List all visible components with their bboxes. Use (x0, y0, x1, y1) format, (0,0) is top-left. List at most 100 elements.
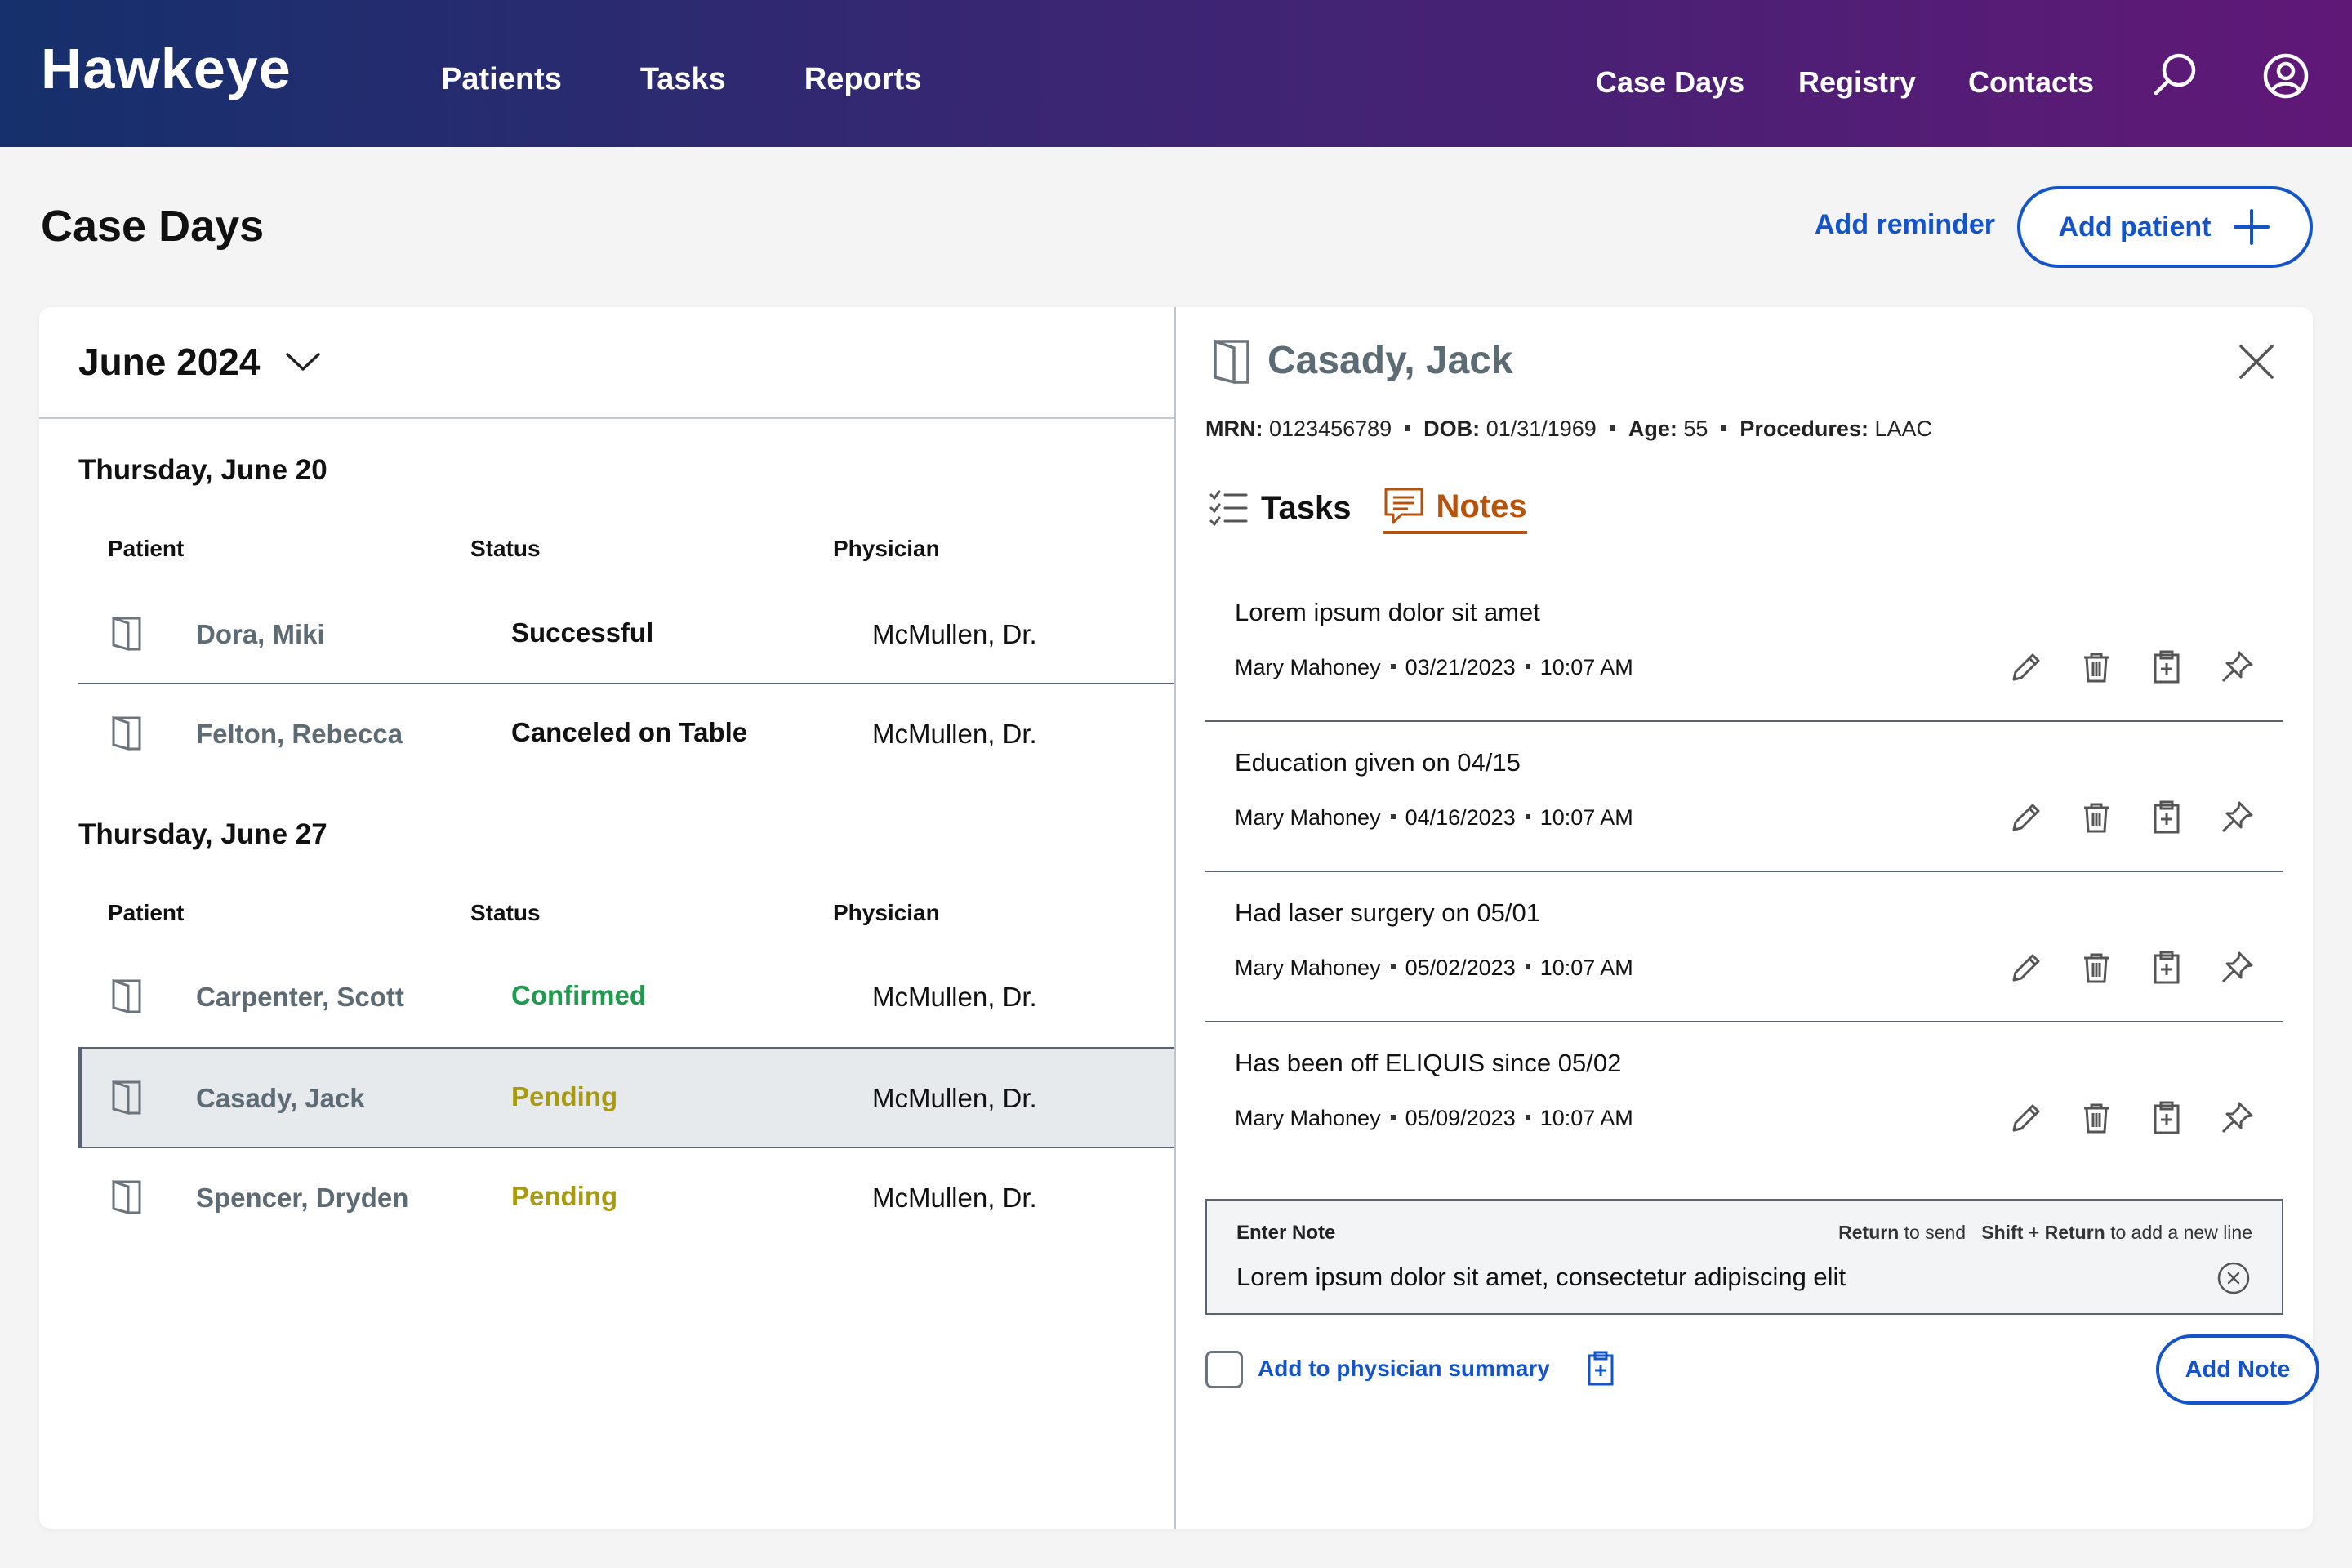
note-meta: Mary Mahoney 03/21/2023 10:07 AM (1235, 655, 1633, 680)
note-text: Education given on 04/15 (1235, 748, 1521, 777)
note-time: 10:07 AM (1539, 1106, 1633, 1130)
case-list-pane: June 2024 Thursday, June 20 Patient Stat… (39, 307, 1174, 1529)
pencil-icon[interactable] (2009, 800, 2043, 835)
physician-name: McMullen, Dr. (872, 719, 1037, 749)
trash-icon[interactable] (2079, 800, 2114, 835)
trash-icon[interactable] (2079, 1101, 2114, 1135)
nav-item-contacts[interactable]: Contacts (1968, 65, 2095, 99)
note-item: Lorem ipsum dolor sit amet Mary Mahoney 0… (1205, 572, 2283, 722)
pin-icon[interactable] (2220, 951, 2254, 985)
physician-summary-checkbox[interactable] (1205, 1351, 1243, 1388)
clipboard-plus-icon[interactable] (2149, 1101, 2184, 1135)
patient-name[interactable]: Carpenter, Scott (196, 982, 404, 1012)
page-title: Case Days (41, 202, 265, 251)
physician-name: McMullen, Dr. (872, 619, 1037, 649)
day-heading: Thursday, June 20 (78, 454, 327, 486)
add-reminder-link[interactable]: Add reminder (1815, 209, 1996, 240)
physician-summary-label[interactable]: Add to physician summary (1258, 1356, 1550, 1381)
table-row[interactable]: Carpenter, Scott Confirmed McMullen, Dr. (78, 947, 1174, 1047)
clipboard-plus-icon[interactable] (2149, 650, 2184, 684)
tab-notes[interactable]: Notes (1383, 487, 1527, 534)
patient-name[interactable]: Spencer, Dryden (196, 1183, 409, 1213)
door-icon (112, 978, 141, 1013)
pane-divider (1174, 307, 1176, 1529)
door-icon (112, 616, 141, 651)
mrn-label: MRN: (1205, 416, 1263, 441)
nav-item-tasks[interactable]: Tasks (639, 62, 726, 96)
search-icon[interactable] (2146, 47, 2203, 105)
table-row-selected[interactable]: Casady, Jack Pending McMullen, Dr. (78, 1047, 1174, 1148)
patient-detail-name: Casady, Jack (1267, 339, 1513, 382)
column-header-patient: Patient (108, 536, 185, 561)
note-time: 10:07 AM (1539, 655, 1633, 679)
patient-name[interactable]: Felton, Rebecca (196, 719, 403, 749)
nav-item-case-days[interactable]: Case Days (1596, 65, 1745, 99)
pin-icon[interactable] (2220, 650, 2254, 684)
trash-icon[interactable] (2079, 650, 2114, 684)
pin-icon[interactable] (2220, 800, 2254, 835)
month-label: June 2024 (78, 341, 261, 383)
table-row[interactable]: Spencer, Dryden Pending McMullen, Dr. (78, 1148, 1174, 1248)
clipboard-plus-icon[interactable] (2149, 951, 2184, 985)
mrn-value: 0123456789 (1269, 416, 1392, 441)
clear-circle-icon[interactable] (2216, 1261, 2251, 1295)
physician-name: McMullen, Dr. (872, 982, 1037, 1012)
patient-name[interactable]: Dora, Miki (196, 619, 325, 649)
brand-logo[interactable]: Hawkeye (41, 37, 292, 100)
note-meta: Mary Mahoney 05/09/2023 10:07 AM (1235, 1106, 1633, 1131)
door-icon (112, 1080, 141, 1115)
status-text: Pending (511, 1081, 618, 1111)
case-days-card: June 2024 Thursday, June 20 Patient Stat… (39, 307, 2319, 1529)
door-icon (112, 715, 141, 751)
nav-item-reports[interactable]: Reports (804, 62, 922, 96)
close-icon[interactable] (2236, 341, 2277, 382)
day-heading: Thursday, June 27 (78, 818, 327, 850)
clipboard-plus-icon[interactable] (2149, 800, 2184, 835)
column-header-physician: Physician (833, 900, 940, 925)
keyboard-hint: Return to send Shift + Return to add a n… (1838, 1222, 2252, 1243)
pencil-icon[interactable] (2009, 951, 2043, 985)
nav-item-patients[interactable]: Patients (441, 62, 562, 96)
note-text: Had laser surgery on 05/01 (1235, 898, 1540, 927)
patient-meta: MRN: 0123456789 DOB: 01/31/1969 Age: 55 Pro… (1205, 416, 1932, 442)
status-text: Confirmed (511, 980, 646, 1010)
note-author: Mary Mahoney (1235, 956, 1381, 980)
physician-name: McMullen, Dr. (872, 1183, 1037, 1213)
note-meta: Mary Mahoney 04/16/2023 10:07 AM (1235, 805, 1633, 831)
note-text: Has been off ELIQUIS since 05/02 (1235, 1049, 1622, 1077)
table-row[interactable]: Dora, Miki Successful McMullen, Dr. (78, 585, 1174, 684)
note-actions (2009, 1101, 2254, 1135)
note-date: 05/09/2023 (1405, 1106, 1516, 1130)
procedures-value: LAAC (1874, 416, 1933, 441)
patient-detail-pane: Casady, Jack MRN: 0123456789 DOB: 01/31/1… (1176, 307, 2319, 1529)
note-input[interactable] (1236, 1263, 2200, 1292)
status-text: Pending (511, 1181, 618, 1211)
pencil-icon[interactable] (2009, 650, 2043, 684)
note-date: 03/21/2023 (1405, 655, 1516, 679)
note-actions (2009, 800, 2254, 835)
pin-icon[interactable] (2220, 1101, 2254, 1135)
nav-item-registry[interactable]: Registry (1798, 65, 1917, 99)
note-time: 10:07 AM (1539, 805, 1633, 830)
divider (39, 417, 1174, 419)
tab-notes-label: Notes (1436, 488, 1527, 524)
user-circle-icon[interactable] (2257, 47, 2314, 105)
trash-icon[interactable] (2079, 951, 2114, 985)
table-row[interactable]: Felton, Rebecca Canceled on Table McMull… (78, 684, 1174, 784)
tab-tasks[interactable]: Tasks (1209, 487, 1351, 534)
pencil-icon[interactable] (2009, 1101, 2043, 1135)
note-actions (2009, 650, 2254, 684)
add-note-button[interactable]: Add Note (2156, 1334, 2319, 1405)
tab-tasks-label: Tasks (1261, 489, 1352, 526)
add-patient-button[interactable]: Add patient (2017, 186, 2313, 268)
note-item: Had laser surgery on 05/01 Mary Mahoney 0… (1205, 872, 2283, 1022)
chevron-down-icon (286, 353, 321, 371)
month-selector[interactable]: June 2024 (78, 340, 322, 384)
note-author: Mary Mahoney (1235, 655, 1381, 679)
note-date: 04/16/2023 (1405, 805, 1516, 830)
patient-name[interactable]: Casady, Jack (196, 1083, 365, 1113)
note-author: Mary Mahoney (1235, 805, 1381, 830)
status-text: Canceled on Table (511, 717, 748, 747)
dob-value: 01/31/1969 (1486, 416, 1597, 441)
note-time: 10:07 AM (1539, 956, 1633, 980)
